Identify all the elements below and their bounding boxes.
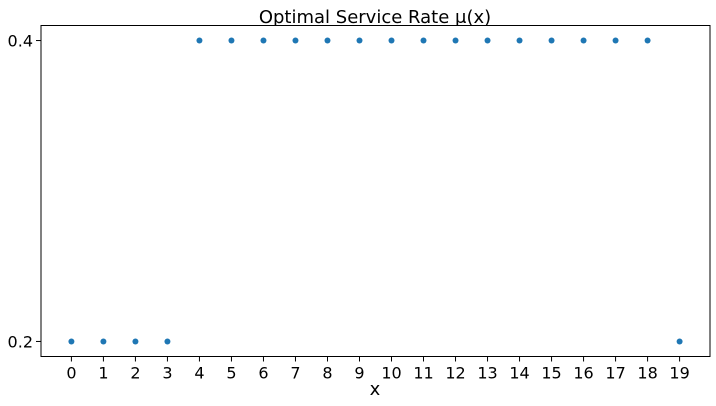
x-tick-label: 4 (194, 364, 204, 383)
data-point (548, 37, 555, 44)
data-point (420, 37, 427, 44)
chart-title: Optimal Service Rate μ(x) (259, 7, 491, 28)
x-tick-label: 8 (322, 364, 332, 383)
data-point (292, 37, 299, 44)
data-point (644, 37, 651, 44)
x-tick-label: 5 (226, 364, 236, 383)
data-point (580, 37, 587, 44)
x-tick-label: 16 (573, 364, 593, 383)
x-tick-label: 3 (162, 364, 172, 383)
x-tick-label: 15 (541, 364, 561, 383)
x-tick-label: 9 (354, 364, 364, 383)
data-point (228, 37, 235, 44)
x-tick-label: 1 (98, 364, 108, 383)
x-tick-label: 19 (669, 364, 689, 383)
data-point (356, 37, 363, 44)
x-tick-label: 13 (477, 364, 497, 383)
x-tick-label: 2 (130, 364, 140, 383)
y-tick-label: 0.4 (8, 32, 33, 51)
data-point (68, 338, 75, 345)
x-tick-label: 6 (258, 364, 268, 383)
y-tick-label: 0.2 (8, 332, 33, 351)
data-point (324, 37, 331, 44)
data-point (484, 37, 491, 44)
x-tick-label: 17 (605, 364, 625, 383)
data-point (164, 338, 171, 345)
data-point (516, 37, 523, 44)
data-point (452, 37, 459, 44)
data-points (68, 37, 683, 345)
y-axis: 0.2 0.4 (8, 32, 41, 351)
x-tick-label: 10 (381, 364, 401, 383)
x-tick-label: 7 (290, 364, 300, 383)
x-tick-label: 18 (637, 364, 657, 383)
x-tick-label: 0 (66, 364, 76, 383)
data-point (132, 338, 139, 345)
x-axis-label: x (370, 379, 381, 400)
x-tick-label: 11 (413, 364, 433, 383)
data-point (388, 37, 395, 44)
x-tick-label: 14 (509, 364, 529, 383)
data-point (612, 37, 619, 44)
data-point (100, 338, 107, 345)
x-tick-label: 12 (445, 364, 465, 383)
plot-area (40, 25, 711, 357)
data-point (676, 338, 683, 345)
data-point (260, 37, 267, 44)
data-point (196, 37, 203, 44)
x-axis: 0 1 2 3 4 5 6 7 8 9 10 11 12 13 14 15 16 17 18 19 (66, 356, 690, 383)
